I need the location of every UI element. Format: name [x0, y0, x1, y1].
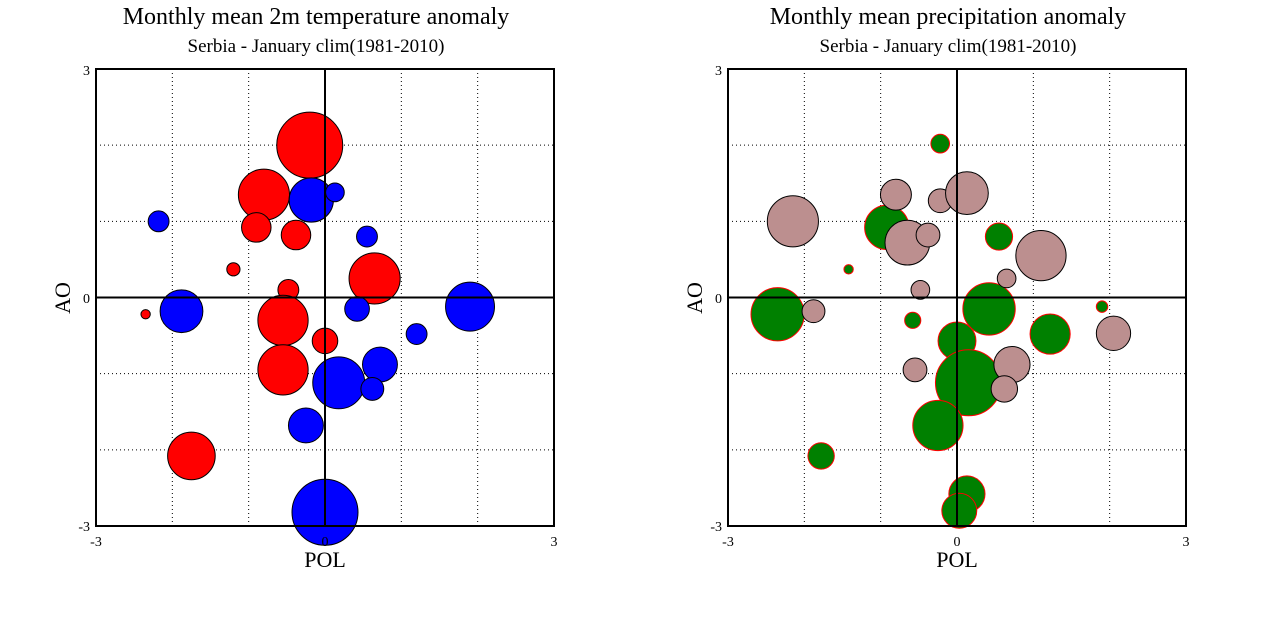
y-tick-label-min: -3 — [710, 520, 722, 535]
temperature-anomaly-plot: AO POL -3 0 3 3 0 -3 — [50, 64, 558, 572]
y-tick-label-max: 3 — [83, 64, 90, 79]
chart-subtitle: Serbia - January clim(1981-2010) — [819, 36, 1077, 57]
bubble-point — [445, 281, 496, 332]
temperature-anomaly-panel: AO POL -3 0 3 3 0 -3 Monthly mean 2m tem… — [50, 4, 558, 572]
y-axis-label: AO — [682, 282, 707, 314]
x-tick-label-min: -3 — [722, 535, 734, 550]
bubble-point — [167, 431, 216, 481]
bubble-point — [361, 346, 398, 383]
x-tick-label-max: 3 — [551, 535, 558, 550]
bubble-point — [276, 111, 344, 179]
bubble-point — [1015, 229, 1067, 282]
bubble-point — [945, 171, 989, 216]
bubble-point — [766, 195, 819, 248]
bubble-point — [344, 296, 370, 322]
bubble-point — [912, 399, 964, 452]
y-tick-label-min: -3 — [78, 520, 90, 535]
bubble-point — [915, 222, 941, 248]
precipitation-anomaly-plot: AO POL -3 0 3 3 0 -3 — [682, 64, 1190, 572]
x-tick-label-zero: 0 — [322, 535, 329, 550]
bubble-point — [257, 294, 309, 346]
bubble-point — [226, 262, 241, 277]
y-tick-label-zero: 0 — [83, 292, 90, 307]
bubble-point — [807, 442, 835, 470]
bubble-point — [288, 177, 334, 223]
bubble-point — [843, 264, 854, 275]
bubble-point — [312, 356, 366, 410]
bubble-point — [405, 323, 428, 345]
bubble-point — [941, 492, 978, 529]
chart-title: Monthly mean precipitation anomaly — [769, 4, 1127, 30]
bubble-point — [910, 280, 931, 300]
bubble-point — [280, 219, 312, 251]
bubble-point — [147, 210, 170, 233]
y-axis-label: AO — [50, 282, 75, 314]
x-tick-label-zero: 0 — [954, 535, 961, 550]
bubble-point — [140, 309, 151, 320]
bubble-point — [902, 357, 928, 383]
chart-title: Monthly mean 2m temperature anomaly — [122, 4, 510, 30]
bubble-point — [159, 289, 204, 334]
bubble-point — [287, 407, 324, 444]
bubble-point — [879, 178, 912, 211]
y-tick-label-max: 3 — [715, 64, 722, 79]
bubble-point — [360, 376, 385, 401]
bubble-point — [241, 212, 272, 243]
bubble-point — [801, 299, 826, 324]
bubble-point — [930, 133, 951, 154]
bubble-point — [962, 282, 1016, 336]
bubble-point — [904, 311, 922, 329]
bubble-point — [1095, 300, 1109, 313]
bubble-point — [348, 252, 401, 305]
bubble-point — [984, 222, 1014, 251]
y-tick-label-zero: 0 — [715, 292, 722, 307]
bubble-point — [990, 375, 1019, 403]
bubble-point — [356, 225, 378, 248]
bubble-point — [750, 287, 805, 342]
bubble-point — [996, 268, 1017, 289]
x-tick-label-max: 3 — [1183, 535, 1190, 550]
bubble-point — [237, 168, 290, 221]
x-axis-label: POL — [304, 547, 346, 572]
precipitation-anomaly-panel: AO POL -3 0 3 3 0 -3 Monthly mean precip… — [632, 0, 1264, 622]
bubble-point — [257, 344, 309, 396]
x-axis-label: POL — [936, 547, 978, 572]
bubble-point — [1029, 313, 1071, 355]
chart-subtitle: Serbia - January clim(1981-2010) — [187, 36, 445, 57]
bubble-point — [1095, 315, 1132, 351]
x-tick-label-min: -3 — [90, 535, 102, 550]
bubble-point — [325, 182, 345, 203]
